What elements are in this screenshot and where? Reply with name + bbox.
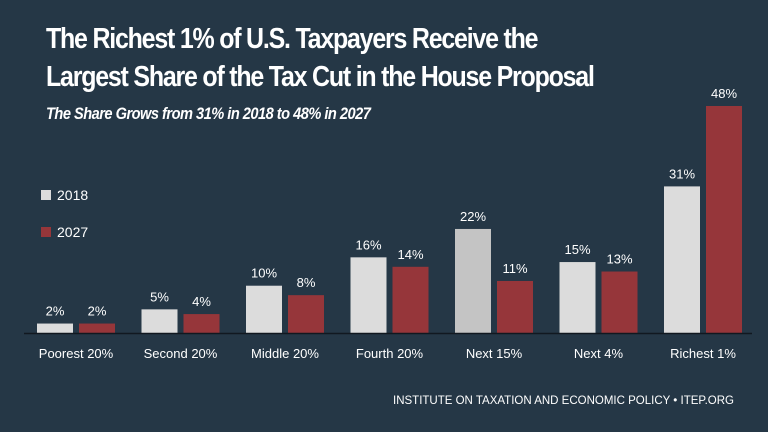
bar-2027-4 xyxy=(497,280,533,333)
data-label-2027-5: 13% xyxy=(606,252,632,267)
data-label-2018-0: 2% xyxy=(46,304,65,319)
bar-2027-5 xyxy=(601,271,638,333)
category-label-1: Second 20% xyxy=(144,346,218,361)
data-label-2018-5: 15% xyxy=(564,242,590,257)
data-label-2027-2: 8% xyxy=(297,275,316,290)
bar-2018-0 xyxy=(37,323,73,333)
legend-swatch-2027 xyxy=(41,227,51,237)
category-label-4: Next 15% xyxy=(466,346,523,361)
bar-2027-0 xyxy=(79,323,115,333)
legend-label-2018: 2018 xyxy=(57,187,89,203)
category-label-5: Next 4% xyxy=(574,346,624,361)
bar-2027-1 xyxy=(183,314,220,333)
bar-2027-3 xyxy=(392,266,429,333)
data-label-2027-1: 4% xyxy=(192,294,211,309)
bar-2018-6 xyxy=(664,186,700,333)
bar-2018-3 xyxy=(350,257,387,333)
category-label-3: Fourth 20% xyxy=(356,346,424,361)
category-label-6: Richest 1% xyxy=(670,346,736,361)
category-label-0: Poorest 20% xyxy=(39,346,114,361)
legend-item-2027: 2027 xyxy=(41,224,88,240)
chart-title-line-1: The Richest 1% of U.S. Taxpayers Receive… xyxy=(46,23,539,55)
legend-swatch-2018 xyxy=(41,190,51,200)
data-label-2027-4: 11% xyxy=(502,261,527,276)
data-label-2018-1: 5% xyxy=(150,289,169,304)
category-label-2: Middle 20% xyxy=(251,346,319,361)
data-label-2018-4: 22% xyxy=(460,209,486,224)
data-label-2018-3: 16% xyxy=(355,237,381,252)
bar-2027-2 xyxy=(288,295,324,333)
data-label-2027-0: 2% xyxy=(88,304,107,319)
legend-label-2027: 2027 xyxy=(57,224,89,240)
source-footer: INSTITUTE ON TAXATION AND ECONOMIC POLIC… xyxy=(393,395,734,407)
data-label-2018-6: 31% xyxy=(669,166,695,181)
bar-2018-2 xyxy=(246,285,282,333)
data-label-2018-2: 10% xyxy=(251,266,277,281)
chart-title-line-2: Largest Share of the Tax Cut in the Hous… xyxy=(46,61,595,93)
bar-2018-1 xyxy=(141,309,178,333)
bar-2018-4 xyxy=(455,228,491,333)
bar-2027-6 xyxy=(706,106,742,333)
data-label-2027-6: 48% xyxy=(711,86,737,101)
bar-2018-5 xyxy=(559,262,596,333)
data-label-2027-3: 14% xyxy=(397,247,423,262)
chart-subtitle: The Share Grows from 31% in 2018 to 48% … xyxy=(46,104,371,123)
legend-item-2018: 2018 xyxy=(41,187,88,203)
